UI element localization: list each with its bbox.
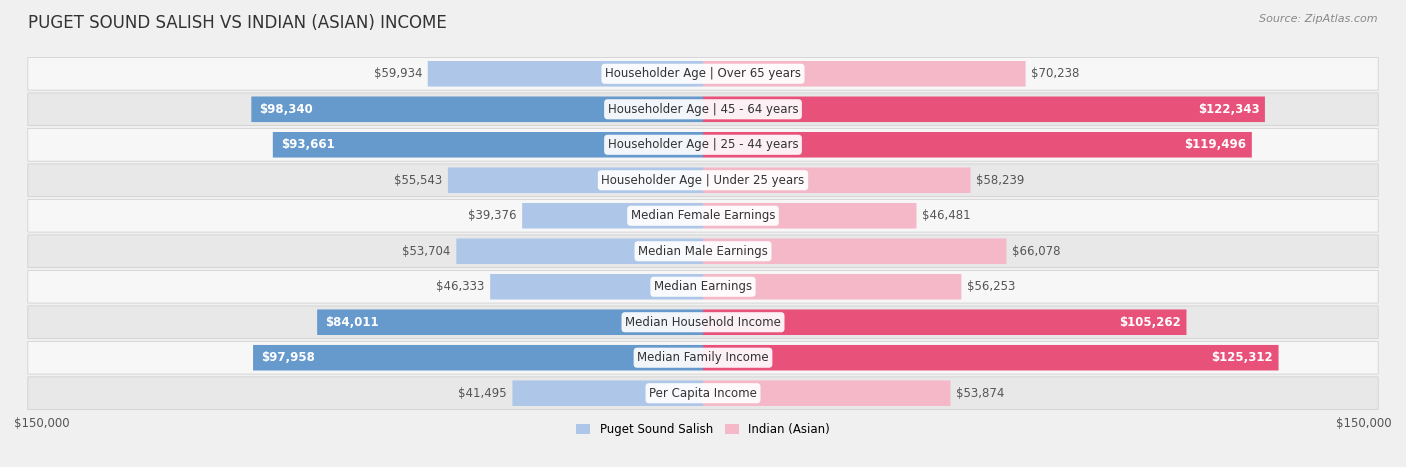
Text: $56,253: $56,253 bbox=[967, 280, 1015, 293]
FancyBboxPatch shape bbox=[491, 274, 703, 299]
Text: Householder Age | 45 - 64 years: Householder Age | 45 - 64 years bbox=[607, 103, 799, 116]
Text: Householder Age | Over 65 years: Householder Age | Over 65 years bbox=[605, 67, 801, 80]
FancyBboxPatch shape bbox=[703, 168, 970, 193]
FancyBboxPatch shape bbox=[703, 132, 1251, 157]
Text: $97,958: $97,958 bbox=[262, 351, 315, 364]
FancyBboxPatch shape bbox=[28, 306, 1378, 339]
Text: $58,239: $58,239 bbox=[976, 174, 1025, 187]
Text: $119,496: $119,496 bbox=[1184, 138, 1246, 151]
FancyBboxPatch shape bbox=[252, 97, 703, 122]
Text: Per Capita Income: Per Capita Income bbox=[650, 387, 756, 400]
Text: Householder Age | 25 - 44 years: Householder Age | 25 - 44 years bbox=[607, 138, 799, 151]
FancyBboxPatch shape bbox=[522, 203, 703, 228]
FancyBboxPatch shape bbox=[703, 381, 950, 406]
Text: $122,343: $122,343 bbox=[1198, 103, 1260, 116]
Legend: Puget Sound Salish, Indian (Asian): Puget Sound Salish, Indian (Asian) bbox=[571, 418, 835, 440]
Text: $46,481: $46,481 bbox=[922, 209, 970, 222]
FancyBboxPatch shape bbox=[703, 61, 1025, 86]
Text: $41,495: $41,495 bbox=[458, 387, 508, 400]
Text: Median Household Income: Median Household Income bbox=[626, 316, 780, 329]
FancyBboxPatch shape bbox=[703, 310, 1187, 335]
FancyBboxPatch shape bbox=[253, 345, 703, 370]
Text: $150,000: $150,000 bbox=[14, 417, 70, 431]
Text: $70,238: $70,238 bbox=[1031, 67, 1080, 80]
FancyBboxPatch shape bbox=[457, 239, 703, 264]
Text: PUGET SOUND SALISH VS INDIAN (ASIAN) INCOME: PUGET SOUND SALISH VS INDIAN (ASIAN) INC… bbox=[28, 14, 447, 32]
Text: Median Family Income: Median Family Income bbox=[637, 351, 769, 364]
Text: $98,340: $98,340 bbox=[260, 103, 314, 116]
Text: $150,000: $150,000 bbox=[1336, 417, 1392, 431]
Text: Householder Age | Under 25 years: Householder Age | Under 25 years bbox=[602, 174, 804, 187]
FancyBboxPatch shape bbox=[28, 128, 1378, 161]
Text: $66,078: $66,078 bbox=[1012, 245, 1060, 258]
FancyBboxPatch shape bbox=[28, 199, 1378, 232]
Text: $39,376: $39,376 bbox=[468, 209, 516, 222]
Text: $125,312: $125,312 bbox=[1212, 351, 1272, 364]
Text: $84,011: $84,011 bbox=[325, 316, 380, 329]
FancyBboxPatch shape bbox=[703, 203, 917, 228]
FancyBboxPatch shape bbox=[703, 345, 1278, 370]
FancyBboxPatch shape bbox=[449, 168, 703, 193]
FancyBboxPatch shape bbox=[28, 57, 1378, 90]
FancyBboxPatch shape bbox=[703, 274, 962, 299]
Text: $55,543: $55,543 bbox=[394, 174, 443, 187]
Text: $53,704: $53,704 bbox=[402, 245, 451, 258]
FancyBboxPatch shape bbox=[512, 381, 703, 406]
Text: $46,333: $46,333 bbox=[436, 280, 485, 293]
Text: Median Earnings: Median Earnings bbox=[654, 280, 752, 293]
FancyBboxPatch shape bbox=[28, 341, 1378, 374]
FancyBboxPatch shape bbox=[273, 132, 703, 157]
Text: $93,661: $93,661 bbox=[281, 138, 335, 151]
FancyBboxPatch shape bbox=[28, 93, 1378, 126]
FancyBboxPatch shape bbox=[318, 310, 703, 335]
Text: $105,262: $105,262 bbox=[1119, 316, 1181, 329]
Text: Median Female Earnings: Median Female Earnings bbox=[631, 209, 775, 222]
FancyBboxPatch shape bbox=[28, 235, 1378, 268]
FancyBboxPatch shape bbox=[703, 97, 1265, 122]
Text: $59,934: $59,934 bbox=[374, 67, 422, 80]
Text: Source: ZipAtlas.com: Source: ZipAtlas.com bbox=[1260, 14, 1378, 24]
FancyBboxPatch shape bbox=[28, 270, 1378, 303]
Text: $53,874: $53,874 bbox=[956, 387, 1004, 400]
FancyBboxPatch shape bbox=[28, 377, 1378, 410]
FancyBboxPatch shape bbox=[427, 61, 703, 86]
FancyBboxPatch shape bbox=[703, 239, 1007, 264]
FancyBboxPatch shape bbox=[28, 164, 1378, 197]
Text: Median Male Earnings: Median Male Earnings bbox=[638, 245, 768, 258]
